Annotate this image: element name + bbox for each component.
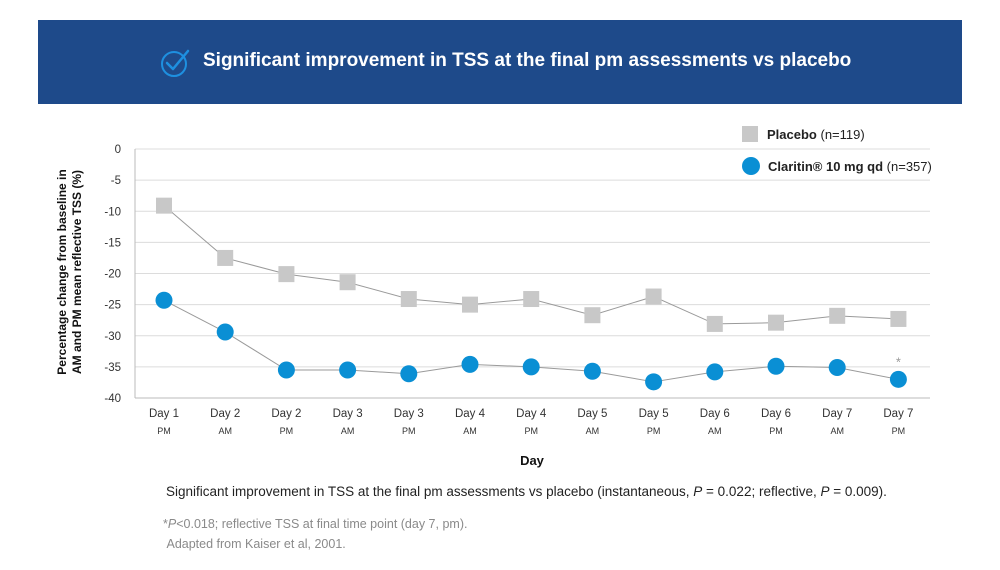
placebo-point <box>584 307 601 324</box>
x-tick-label: Day 4 <box>516 408 547 420</box>
legend-item-claritin: Claritin® 10 mg qd (n=357) <box>742 156 932 176</box>
legend-item-placebo: Placebo (n=119) <box>742 124 932 144</box>
footnote-significance: *P<0.018; reflective TSS at final time p… <box>163 517 468 531</box>
x-tick-label: Day 4 <box>455 408 486 420</box>
footnote-sub: *P<0.018; reflective TSS at final time p… <box>163 514 467 554</box>
x-tick-sublabel: PM <box>524 426 538 436</box>
y-tick-label: -5 <box>111 175 121 187</box>
claritin-point <box>889 370 907 388</box>
x-tick-sublabel: PM <box>402 426 416 436</box>
significance-star: * <box>896 354 901 369</box>
claritin-point <box>339 361 357 379</box>
footnote-main: Significant improvement in TSS at the fi… <box>166 484 887 499</box>
x-tick-label: Day 2 <box>271 408 301 420</box>
x-tick-sublabel: PM <box>157 426 171 436</box>
claritin-point <box>583 362 601 380</box>
y-tick-label: -10 <box>104 206 121 218</box>
x-tick-label: Day 7 <box>822 408 852 420</box>
claritin-point <box>767 357 785 375</box>
placebo-point <box>523 291 540 308</box>
x-tick-sublabel: AM <box>341 426 355 436</box>
placebo-point <box>156 197 172 214</box>
claritin-point <box>645 373 663 391</box>
y-tick-label: -20 <box>104 269 121 281</box>
x-tick-label: Day 3 <box>394 408 424 420</box>
legend-placebo-name: Placebo <box>767 126 817 142</box>
x-tick-sublabel: PM <box>892 426 906 436</box>
x-tick-sublabel: AM <box>586 426 600 436</box>
x-tick-sublabel: PM <box>280 426 294 436</box>
x-tick-label: Day 6 <box>700 408 730 420</box>
chart-legend: Placebo (n=119) Claritin® 10 mg qd (n=35… <box>742 124 932 188</box>
placebo-point <box>339 274 356 291</box>
placebo-point <box>768 314 784 331</box>
header-banner: Significant improvement in TSS at the fi… <box>38 20 962 104</box>
claritin-point <box>277 361 295 379</box>
x-tick-label: Day 1 <box>149 408 179 420</box>
y-tick-label: -35 <box>104 362 121 374</box>
placebo-point <box>645 288 662 305</box>
banner-title: Significant improvement in TSS at the fi… <box>203 50 852 71</box>
placebo-point <box>706 315 723 332</box>
claritin-point <box>522 358 540 376</box>
claritin-point <box>828 358 846 376</box>
placebo-point <box>400 291 417 308</box>
claritin-point <box>461 355 479 373</box>
x-tick-sublabel: PM <box>647 426 661 436</box>
x-tick-label: Day 5 <box>577 408 607 420</box>
placebo-point <box>890 310 907 327</box>
legend-placebo-n: (n=119) <box>820 126 865 142</box>
placebo-point <box>829 307 846 324</box>
claritin-point <box>155 291 173 309</box>
footnote-source: Adapted from Kaiser et al, 2001. <box>166 537 346 551</box>
claritin-point <box>706 363 724 381</box>
y-tick-label: 0 <box>115 144 121 156</box>
x-tick-label: Day 2 <box>210 408 240 420</box>
x-tick-label: Day 5 <box>639 408 669 420</box>
legend-square-marker <box>742 126 758 142</box>
x-tick-sublabel: AM <box>463 426 477 436</box>
x-tick-sublabel: AM <box>830 426 844 436</box>
x-tick-sublabel: AM <box>218 426 232 436</box>
x-tick-label: Day 3 <box>333 408 363 420</box>
x-tick-label: Day 7 <box>883 408 913 420</box>
legend-claritin-n: (n=357) <box>886 158 932 174</box>
claritin-point <box>400 365 418 383</box>
y-tick-label: -30 <box>104 331 121 343</box>
y-axis-title: Percentage change from baseline inAM and… <box>55 169 84 374</box>
y-tick-label: -25 <box>104 300 121 312</box>
legend-claritin-name: Claritin® 10 mg qd <box>768 158 884 174</box>
check-circle-icon <box>161 49 190 77</box>
x-axis-title: Day <box>520 453 545 468</box>
claritin-point <box>216 323 234 341</box>
y-tick-label: -15 <box>104 237 121 249</box>
y-tick-label: -40 <box>104 393 121 405</box>
placebo-point <box>278 266 295 283</box>
placebo-point <box>462 296 478 313</box>
x-tick-sublabel: PM <box>769 426 783 436</box>
x-tick-label: Day 6 <box>761 408 791 420</box>
placebo-point <box>217 249 234 266</box>
legend-circle-marker <box>742 157 760 175</box>
x-tick-sublabel: AM <box>708 426 722 436</box>
